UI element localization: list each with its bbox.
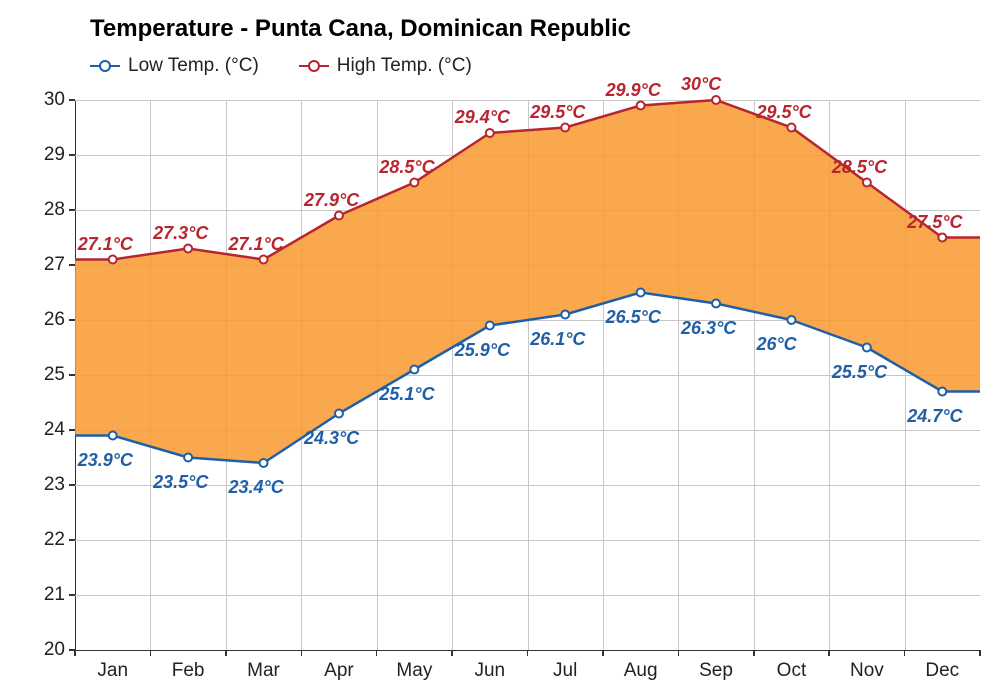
marker (863, 344, 871, 352)
data-label: 25.1°C (379, 384, 434, 405)
data-label: 24.3°C (304, 428, 359, 449)
marker (335, 410, 343, 418)
marker (863, 179, 871, 187)
data-label: 27.5°C (907, 212, 962, 233)
data-label: 26°C (756, 334, 796, 355)
data-label: 29.5°C (756, 102, 811, 123)
marker (410, 366, 418, 374)
marker (335, 212, 343, 220)
marker (787, 316, 795, 324)
data-label: 30°C (681, 74, 721, 95)
marker (637, 102, 645, 110)
data-label: 23.5°C (153, 472, 208, 493)
area-fill (75, 100, 980, 463)
data-label: 25.9°C (455, 340, 510, 361)
marker (712, 96, 720, 104)
data-label: 29.4°C (455, 107, 510, 128)
marker (561, 124, 569, 132)
marker (938, 388, 946, 396)
data-label: 24.7°C (907, 406, 962, 427)
data-label: 26.3°C (681, 318, 736, 339)
marker (260, 256, 268, 264)
marker (260, 459, 268, 467)
data-label: 27.9°C (304, 190, 359, 211)
marker (561, 311, 569, 319)
marker (109, 256, 117, 264)
marker (938, 234, 946, 242)
marker (410, 179, 418, 187)
marker (637, 289, 645, 297)
data-label: 25.5°C (832, 362, 887, 383)
marker (486, 322, 494, 330)
marker (184, 245, 192, 253)
data-label: 29.9°C (606, 80, 661, 101)
marker (184, 454, 192, 462)
data-label: 29.5°C (530, 102, 585, 123)
data-label: 23.4°C (229, 477, 284, 498)
data-label: 26.5°C (606, 307, 661, 328)
data-label: 27.3°C (153, 223, 208, 244)
marker (712, 300, 720, 308)
marker (486, 129, 494, 137)
data-label: 27.1°C (229, 234, 284, 255)
marker (787, 124, 795, 132)
chart-container: Temperature - Punta Cana, Dominican Repu… (0, 0, 1000, 700)
data-label: 28.5°C (832, 157, 887, 178)
data-label: 28.5°C (379, 157, 434, 178)
data-label: 27.1°C (78, 234, 133, 255)
data-label: 23.9°C (78, 450, 133, 471)
data-label: 26.1°C (530, 329, 585, 350)
marker (109, 432, 117, 440)
